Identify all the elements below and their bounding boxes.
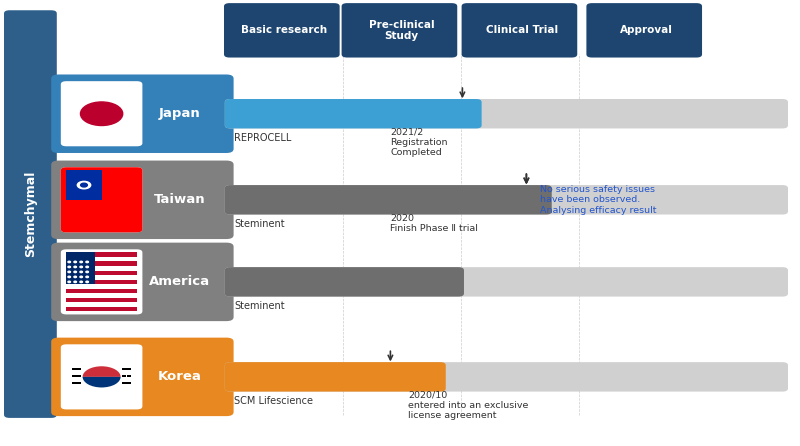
FancyBboxPatch shape (225, 185, 788, 215)
Circle shape (78, 182, 90, 189)
Text: 2020
Finish Phase Ⅱ trial: 2020 Finish Phase Ⅱ trial (390, 214, 478, 233)
Text: Steminent: Steminent (234, 301, 285, 311)
Text: No serious safety issues
have been observed.
Analysing efficacy result: No serious safety issues have been obser… (540, 185, 657, 215)
Text: Clinical Trial: Clinical Trial (486, 25, 558, 35)
FancyBboxPatch shape (225, 185, 552, 215)
Bar (122, 382, 131, 384)
Circle shape (81, 102, 122, 125)
Circle shape (86, 276, 89, 277)
FancyBboxPatch shape (51, 74, 234, 153)
FancyBboxPatch shape (225, 267, 464, 297)
Text: SCM Lifescience: SCM Lifescience (234, 396, 314, 406)
Bar (66, 289, 137, 293)
Bar (72, 368, 81, 370)
Circle shape (80, 276, 82, 277)
Circle shape (74, 276, 77, 277)
FancyBboxPatch shape (342, 3, 458, 58)
Text: Stemchymal: Stemchymal (24, 171, 37, 257)
Circle shape (86, 271, 89, 273)
Bar (127, 375, 131, 377)
Bar (66, 293, 137, 298)
Bar (72, 375, 81, 377)
FancyBboxPatch shape (61, 167, 142, 232)
FancyBboxPatch shape (462, 3, 578, 58)
Text: Taiwan: Taiwan (154, 193, 205, 206)
Bar (66, 298, 137, 302)
Circle shape (86, 266, 89, 268)
Circle shape (74, 271, 77, 273)
Circle shape (80, 281, 82, 283)
FancyBboxPatch shape (225, 362, 446, 392)
FancyBboxPatch shape (51, 243, 234, 321)
Wedge shape (82, 377, 121, 388)
Circle shape (68, 276, 70, 277)
Bar (72, 382, 81, 384)
Bar (66, 252, 94, 284)
Bar (122, 368, 131, 370)
Bar (66, 257, 137, 261)
FancyBboxPatch shape (224, 3, 340, 58)
Circle shape (68, 261, 70, 263)
Bar (66, 280, 137, 284)
Text: America: America (149, 275, 210, 289)
Bar (66, 252, 137, 257)
Bar (122, 375, 126, 377)
Text: Basic research: Basic research (241, 25, 327, 35)
Bar (66, 307, 137, 311)
Circle shape (68, 266, 70, 268)
Text: Pre-clinical
Study: Pre-clinical Study (369, 20, 434, 41)
Circle shape (74, 261, 77, 263)
FancyBboxPatch shape (225, 99, 788, 128)
FancyBboxPatch shape (225, 99, 482, 128)
Bar (66, 275, 137, 280)
Circle shape (86, 261, 89, 263)
FancyBboxPatch shape (61, 344, 142, 409)
FancyBboxPatch shape (586, 3, 702, 58)
Text: Steminent: Steminent (234, 219, 285, 229)
Text: 2020/10
entered into an exclusive
license agreement: 2020/10 entered into an exclusive licens… (408, 391, 528, 421)
Circle shape (74, 266, 77, 268)
Circle shape (80, 271, 82, 273)
Text: Approval: Approval (620, 25, 673, 35)
FancyBboxPatch shape (225, 267, 788, 297)
Bar (66, 271, 137, 275)
Bar (66, 302, 137, 307)
FancyBboxPatch shape (61, 249, 142, 314)
Bar (66, 266, 137, 271)
FancyBboxPatch shape (225, 362, 788, 392)
Circle shape (81, 183, 87, 187)
Circle shape (68, 271, 70, 273)
Bar (66, 170, 102, 200)
Circle shape (68, 281, 70, 283)
Text: REPROCELL: REPROCELL (234, 133, 292, 143)
Text: 2021/2
Registration
Completed: 2021/2 Registration Completed (390, 128, 448, 157)
Bar (66, 261, 137, 266)
Bar (66, 284, 137, 289)
FancyBboxPatch shape (4, 10, 57, 418)
Text: Korea: Korea (158, 370, 202, 384)
Wedge shape (82, 366, 121, 377)
Circle shape (80, 261, 82, 263)
Circle shape (74, 281, 77, 283)
FancyBboxPatch shape (61, 81, 142, 146)
Text: Japan: Japan (158, 107, 200, 120)
FancyBboxPatch shape (51, 338, 234, 416)
Circle shape (80, 266, 82, 268)
FancyBboxPatch shape (61, 167, 142, 232)
FancyBboxPatch shape (51, 161, 234, 239)
Circle shape (86, 281, 89, 283)
